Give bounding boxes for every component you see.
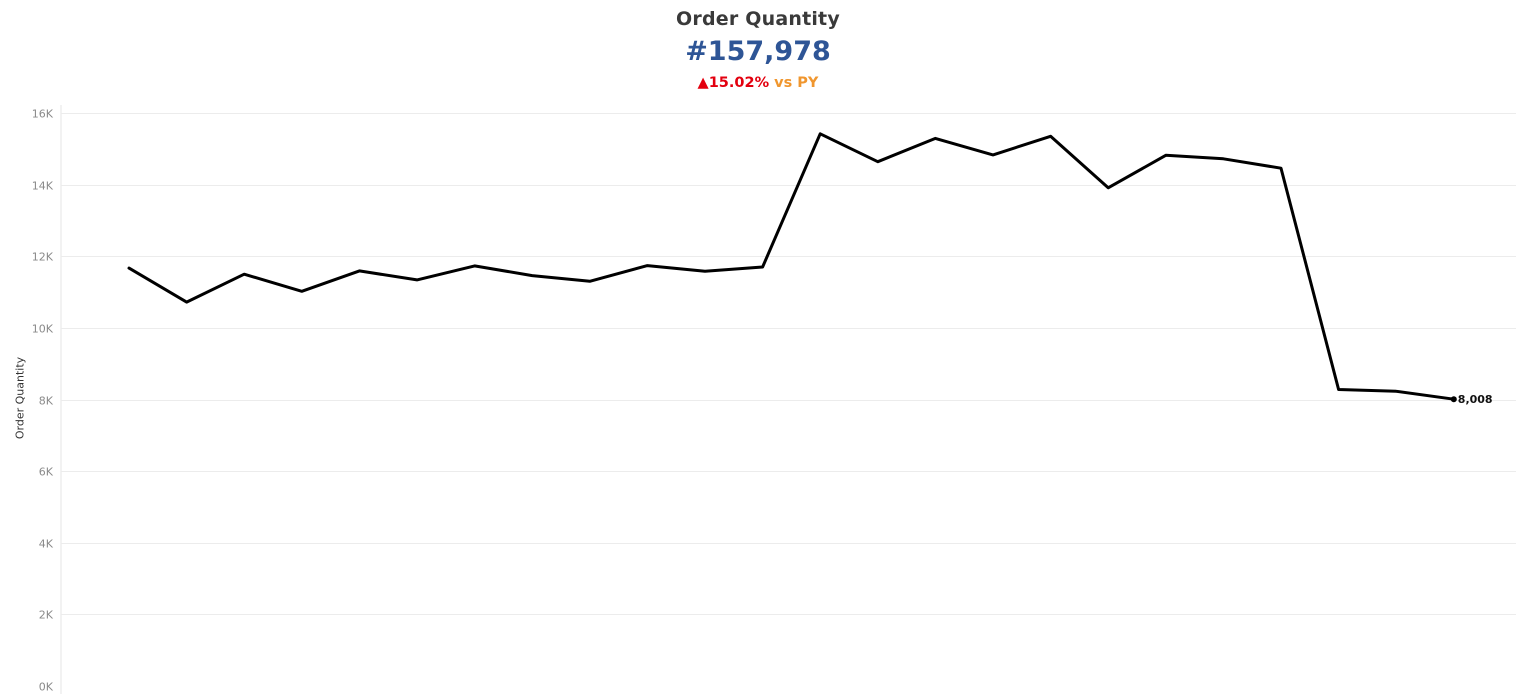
y-tick-label: 10K bbox=[32, 323, 54, 336]
y-tick-label: 8K bbox=[39, 395, 54, 408]
delta-comparison-label: vs PY bbox=[774, 75, 819, 91]
chart-title: Order Quantity bbox=[676, 8, 840, 30]
series-line bbox=[127, 132, 1456, 401]
delta-percent: 15.02% bbox=[708, 75, 770, 91]
y-tick-label: 4K bbox=[39, 538, 54, 551]
y-tick-label: 0K bbox=[39, 681, 54, 694]
kpi-value: #157,978 bbox=[685, 36, 831, 67]
end-data-label: 8,008 bbox=[1458, 393, 1493, 406]
end-point-marker bbox=[1450, 396, 1457, 403]
y-tick-label: 16K bbox=[32, 108, 54, 121]
y-tick-label: 12K bbox=[32, 251, 54, 264]
y-tick-label: 14K bbox=[32, 180, 54, 193]
up-triangle-icon: ▲ bbox=[697, 75, 709, 91]
y-tick-label: 2K bbox=[39, 609, 54, 622]
y-tick-label: 6K bbox=[39, 466, 54, 479]
delta-indicator: ▲15.02% vs PY bbox=[0, 75, 1516, 91]
